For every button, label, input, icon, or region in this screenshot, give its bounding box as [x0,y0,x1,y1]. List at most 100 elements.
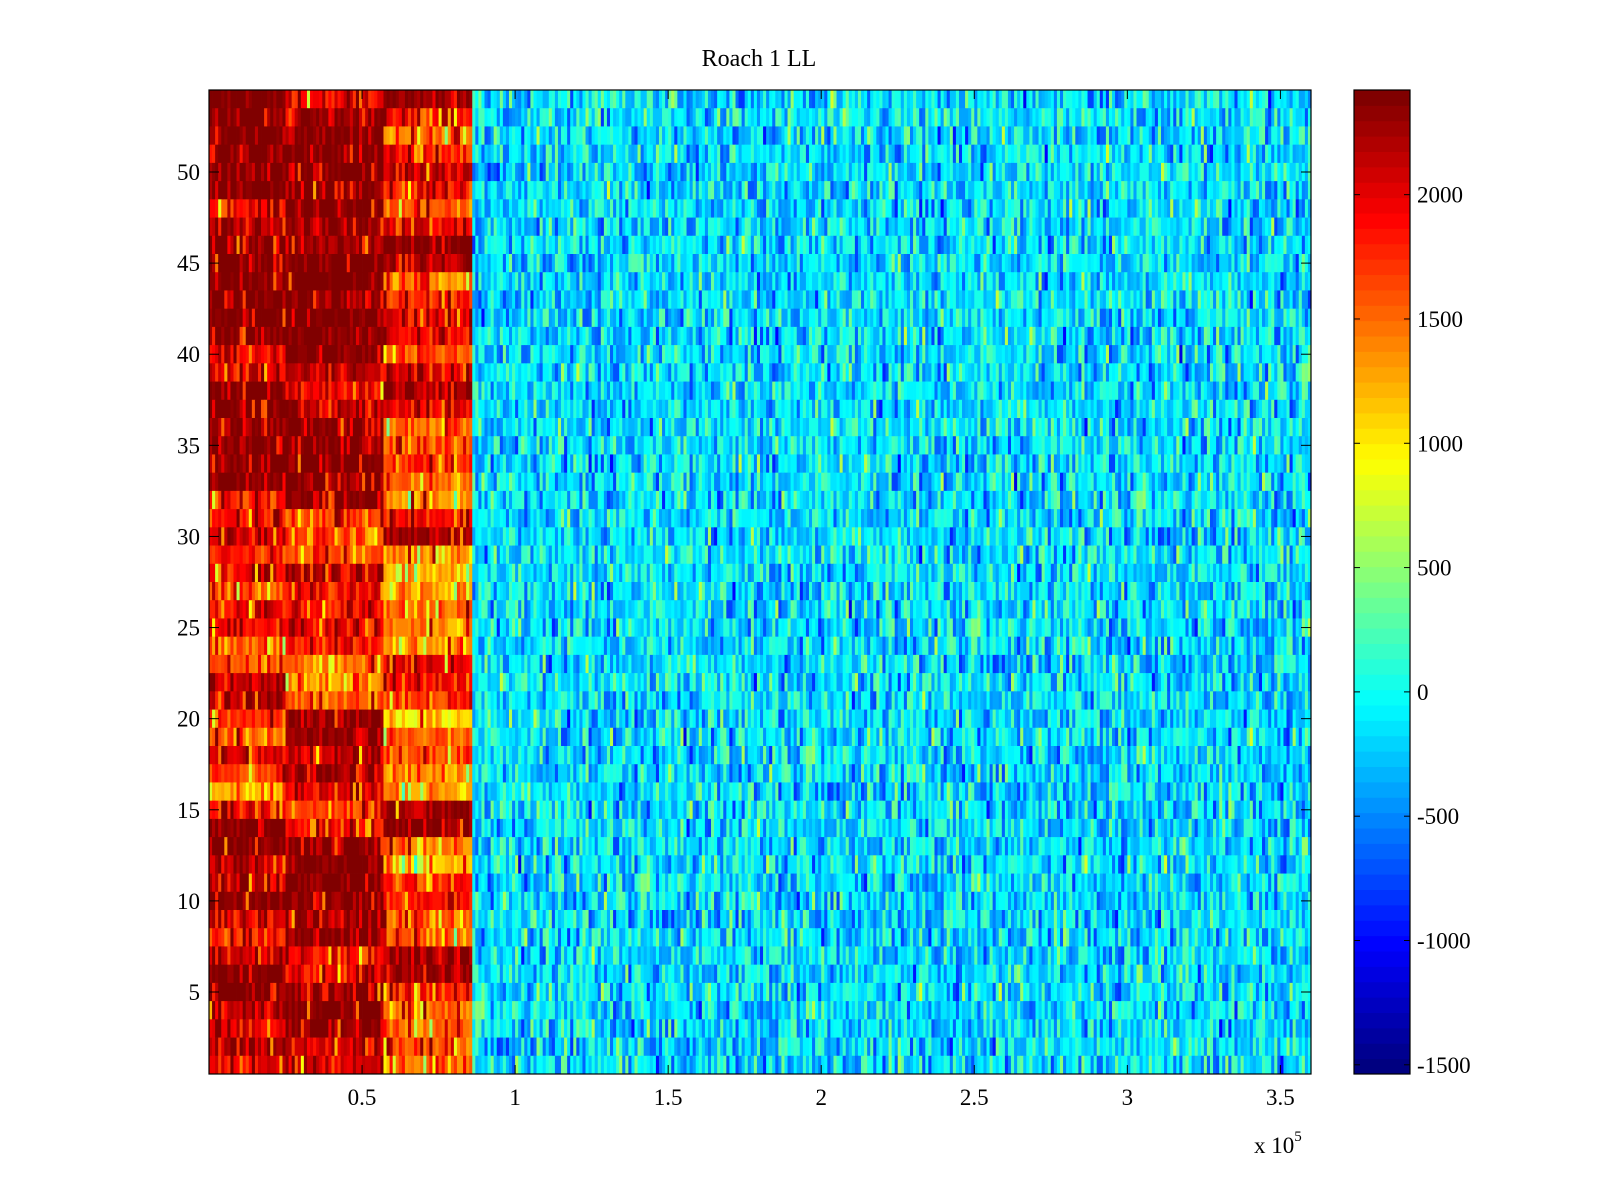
heatmap-cell [781,326,785,346]
heatmap-cell [1292,144,1297,164]
heatmap-cell [218,108,222,127]
heatmap-cell [796,235,801,255]
heatmap-cell [805,108,810,127]
heatmap-cell [423,254,427,273]
heatmap-cell [931,272,935,291]
heatmap-cell [279,90,283,109]
heatmap-cell [313,144,317,164]
heatmap-cell [374,108,378,127]
heatmap-cell [463,199,467,218]
heatmap-cell [778,326,782,346]
heatmap-cell [1127,217,1131,237]
heatmap-cell [937,254,941,273]
heatmap-cell [463,235,467,255]
heatmap-cell [557,235,562,255]
heatmap-cell [894,90,899,109]
heatmap-cell [867,254,871,273]
heatmap-cell [732,272,736,291]
heatmap-cell [946,126,951,146]
heatmap-cell [1105,235,1110,255]
heatmap-cell [1023,217,1027,237]
heatmap-cell [876,162,880,182]
heatmap-cell [294,126,299,146]
heatmap-cell [958,217,963,237]
heatmap-cell [1173,108,1177,127]
heatmap-cell [472,217,476,237]
heatmap-cell [1078,199,1082,218]
heatmap-cell [215,90,219,109]
heatmap-cell [610,235,614,255]
heatmap-cell [1161,162,1165,182]
heatmap-cell [512,217,516,237]
heatmap-cell [946,162,951,182]
heatmap-cell [527,235,531,255]
heatmap-cell [313,217,317,237]
heatmap-cell [839,290,844,310]
heatmap-cell [597,254,602,273]
heatmap-cell [300,108,305,127]
heatmap-cell [965,235,969,255]
heatmap-cell [812,290,816,310]
heatmap-cell [646,235,651,255]
heatmap-cell [432,126,436,146]
heatmap-cell [760,144,764,164]
heatmap-cell [1011,217,1015,237]
heatmap-cell [1262,217,1266,237]
heatmap-cell [1047,144,1052,164]
heatmap-cell [1023,162,1027,182]
heatmap-cell [864,326,868,346]
heatmap-cell [1265,144,1269,164]
heatmap-cell [224,326,228,346]
heatmap-cell [848,126,853,146]
heatmap-cell [539,199,544,218]
heatmap-cell [1255,272,1260,291]
heatmap-cell [1084,326,1088,346]
heatmap-cell [212,308,216,328]
heatmap-cell [288,290,293,310]
heatmap-cell [781,290,785,310]
heatmap-cell [221,290,225,310]
heatmap-cell [1222,181,1226,200]
heatmap-cell [1237,272,1241,291]
heatmap-cell [613,199,617,218]
heatmap-cell [606,254,611,273]
heatmap-cell [824,290,828,310]
heatmap-cell [303,199,308,218]
heatmap-cell [1274,308,1278,328]
heatmap-cell [536,308,540,328]
heatmap-cell [447,90,452,109]
heatmap-cell [793,199,798,218]
heatmap-cell [1118,326,1122,346]
heatmap-cell [1035,308,1039,328]
heatmap-cell [484,308,488,328]
heatmap-cell [683,326,687,346]
heatmap-cell [1289,308,1294,328]
heatmap-cell [600,162,605,182]
heatmap-cell [1194,290,1199,310]
heatmap-cell [1081,308,1085,328]
heatmap-cell [753,235,758,255]
heatmap-cell [649,181,654,200]
heatmap-cell [570,272,574,291]
heatmap-cell [420,254,424,273]
heatmap-cell [567,90,571,109]
heatmap-cell [873,272,877,291]
heatmap-cell [1124,308,1128,328]
heatmap-cell [279,162,283,182]
heatmap-cell [732,144,736,164]
heatmap-cell [637,308,642,328]
heatmap-cell [909,326,914,346]
heatmap-cell [325,308,329,328]
heatmap-cell [1203,90,1208,109]
heatmap-cell [475,108,479,127]
heatmap-cell [1035,326,1039,346]
heatmap-cell [1066,181,1070,200]
heatmap-cell [1069,108,1073,127]
heatmap-cell [411,199,415,218]
heatmap-cell [1197,308,1202,328]
heatmap-cell [426,217,430,237]
heatmap-cell [1004,254,1009,273]
heatmap-cell [1176,181,1180,200]
heatmap-cell [251,199,256,218]
heatmap-cell [790,217,795,237]
